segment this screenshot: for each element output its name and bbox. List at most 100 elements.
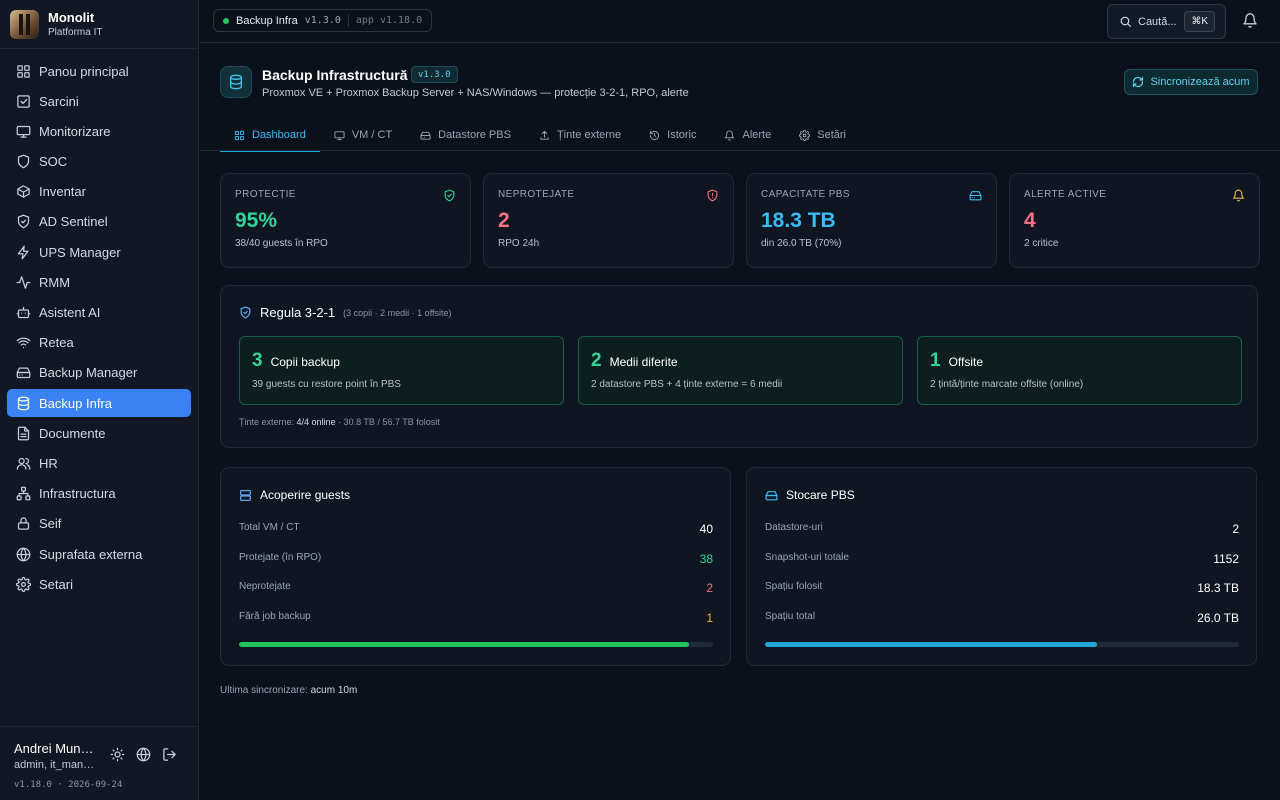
stat-card: PROTECȚIE 95% 38/40 guests în RPO [220,173,471,268]
sidebar-item-documente[interactable]: Documente [7,419,191,447]
checkbox-icon [16,94,31,109]
rule-note: (3 copii · 2 medii · 1 offsite) [343,307,452,318]
tab-label: Alerte [742,129,772,141]
stat-row: Datastore-uri 2 [765,522,1239,536]
sidebar-item-retea[interactable]: Retea [7,329,191,357]
sidebar-item-infrastructura[interactable]: Infrastructura [7,480,191,508]
rule-box-number: 1 [930,350,941,371]
stat-row-value: 18.3 TB [1197,581,1239,595]
sun-icon[interactable] [110,747,125,762]
tab-datastore-pbs[interactable]: Datastore PBS [406,119,525,151]
stat-row-label: Protejate (în RPO) [239,551,322,563]
rule-box-number: 3 [252,350,263,371]
page-version-badge: v1.3.0 [411,66,458,83]
tab-istoric[interactable]: Istoric [635,119,710,151]
stat-cards: PROTECȚIE 95% 38/40 guests în RPO NEPROTEJA… [220,173,1260,268]
hard-drive-icon [765,489,778,502]
notifications-bell-icon[interactable] [1242,12,1258,29]
server-icon [239,489,252,502]
stat-row-label: Neprotejate [239,581,291,592]
sidebar-item-label: RMM [39,274,71,290]
rule-box-desc: 2 datastore PBS + 4 ținte externe = 6 me… [591,379,783,390]
sidebar-item-suprafata-externa[interactable]: Suprafata externa [7,540,191,568]
rule-321-card: Regula 3-2-1 (3 copii · 2 medii · 1 offs… [220,285,1258,448]
tab-dashboard[interactable]: Dashboard [220,119,320,152]
document-icon [16,426,31,441]
hard-drive-icon [969,189,982,202]
main-content: Backup Infrastructură v1.3.0 Proxmox VE … [199,43,1280,800]
rule-box-title: Copii backup [270,355,340,369]
sidebar-item-label: Infrastructura [39,486,116,502]
database-icon [220,66,252,98]
sidebar-item-hr[interactable]: HR [7,449,191,477]
shield-check-icon [239,306,252,319]
stat-row-value: 38 [699,551,713,566]
storage-panel: Stocare PBS Datastore-uri 2 Snapshot-uri t… [746,467,1257,666]
sidebar-item-label: Setari [39,576,73,592]
stat-row: Spațiu total 26.0 TB [765,611,1239,625]
stat-row-value: 40 [699,522,713,536]
box-icon [16,184,31,199]
tab-vm-ct[interactable]: VM / CT [320,119,406,151]
search-shortcut: ⌘K [1184,11,1215,32]
rule-box-title: Offsite [948,355,984,369]
sidebar-item-backup-manager[interactable]: Backup Manager [7,359,191,387]
sidebar-item-panou-principal[interactable]: Panou principal [7,57,191,85]
sidebar-item-sarcini[interactable]: Sarcini [7,87,191,115]
stat-subtext: din 26.0 TB (70%) [761,238,842,249]
stat-row-value: 1 [706,610,713,625]
user-name: Andrei Muntean [14,741,96,756]
stat-label: ALERTE ACTIVE [1024,189,1107,200]
sync-now-button[interactable]: Sincronizează acum [1124,69,1258,95]
search-icon [1119,15,1132,28]
tab-alerte[interactable]: Alerte [710,119,785,151]
history-icon [649,130,660,141]
grid-icon [234,130,245,141]
brand[interactable]: Monolit Platforma IT [0,0,198,49]
gear-icon [799,129,811,141]
stat-card: CAPACITATE PBS 18.3 TB din 26.0 TB (70%) [746,173,997,268]
breadcrumb[interactable]: Backup Infra v1.3.0 app v1.18.0 [213,9,433,32]
page-title: Backup Infrastructură [262,67,408,83]
sidebar-item-label: Asistent AI [39,305,101,320]
tab-label: Setări [817,129,846,141]
sidebar-item-label: Panou principal [39,63,129,79]
sidebar-item-setari[interactable]: Setari [7,570,191,598]
hard-drive-icon [420,130,431,141]
topbar: Backup Infra v1.3.0 app v1.18.0 Caută...… [199,0,1280,43]
app-version: app v1.18.0 [355,15,423,26]
tab-tinte-externe[interactable]: Ținte externe [525,119,635,151]
stat-card: NEPROTEJATE 2 RPO 24h [483,173,734,268]
shield-icon [16,154,31,169]
sidebar-item-label: Monitorizare [39,123,111,139]
user-role: admin, it_manager [14,759,96,771]
sidebar-item-label: UPS Manager [39,244,121,260]
sidebar-item-rmm[interactable]: RMM [7,268,191,296]
sidebar-item-seif[interactable]: Seif [7,510,191,538]
rule-box: 3 Copii backup 39 guests cu restore point … [239,336,564,405]
tab-setari[interactable]: Setări [785,119,860,151]
sidebar-item-monitorizare[interactable]: Monitorizare [7,117,191,145]
tab-bar: Dashboard VM / CT Datastore PBS Ținte exter… [220,119,1259,152]
sidebar-item-label: Suprafata externa [39,546,143,562]
tab-label: Ținte externe [556,129,622,141]
shield-check-icon [443,189,456,202]
sidebar-item-asistent-ai[interactable]: Asistent AI [7,299,191,327]
storage-progress [765,642,1239,647]
stat-row-label: Spațiu folosit [765,581,823,592]
sidebar-item-backup-infra[interactable]: Backup Infra [7,389,191,418]
app-version-footer: v1.18.0 · 2026-09-24 [14,780,123,790]
sync-now-label: Sincronizează acum [1150,76,1250,88]
brand-subtitle: Platforma IT [48,27,103,38]
sidebar-item-soc[interactable]: SOC [7,148,191,176]
logout-icon[interactable] [162,747,177,762]
search-button[interactable]: Caută... ⌘K [1107,4,1226,39]
tab-label: Datastore PBS [438,129,511,141]
sidebar-item-inventar[interactable]: Inventar [7,178,191,206]
database-icon [16,396,31,411]
sidebar-item-ups-manager[interactable]: UPS Manager [7,238,191,266]
globe-icon[interactable] [136,747,151,762]
network-icon [16,486,31,501]
stat-value: 2 [498,209,510,232]
sidebar-item-ad-sentinel[interactable]: AD Sentinel [7,208,191,236]
